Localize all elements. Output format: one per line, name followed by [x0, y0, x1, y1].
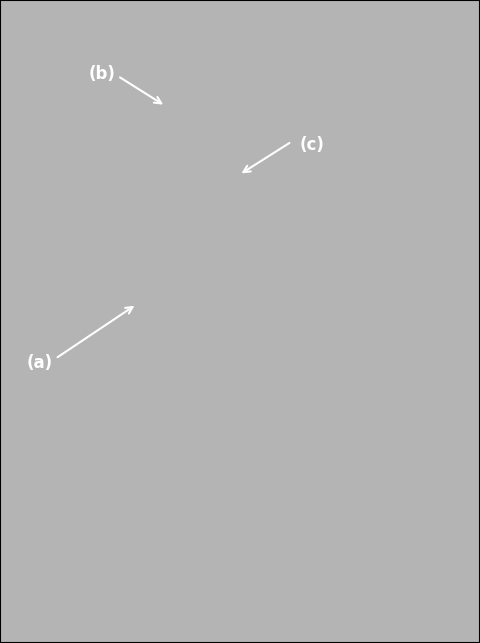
Text: (a): (a): [26, 354, 52, 372]
Text: (b): (b): [89, 65, 116, 83]
Text: (c): (c): [300, 136, 325, 154]
